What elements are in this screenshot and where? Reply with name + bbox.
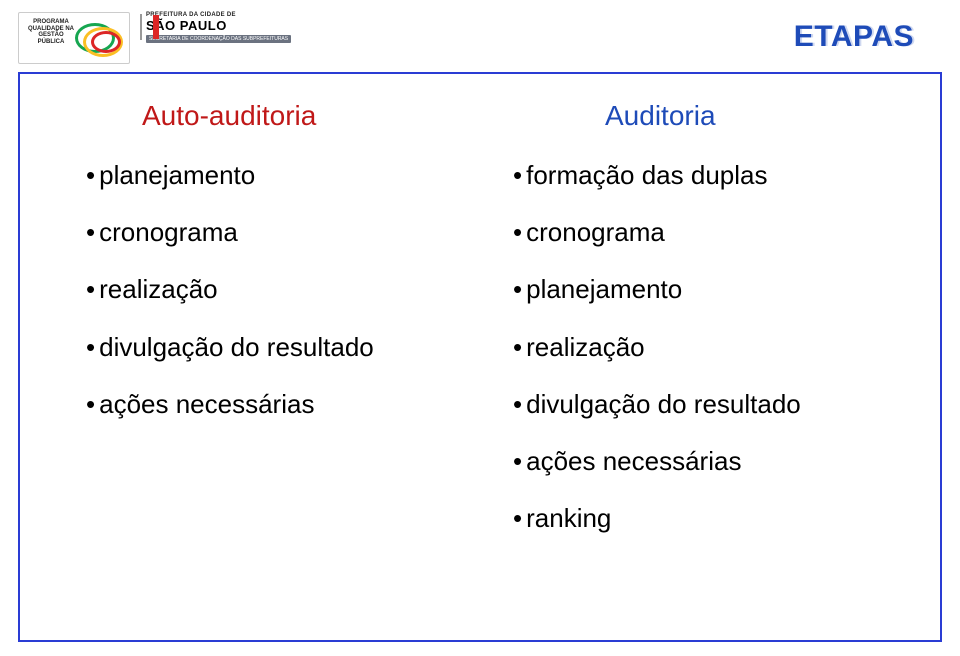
qualidade-logo-text: PROGRAMA QUALIDADE NA GESTÃO PÚBLICA <box>23 19 79 45</box>
list-item: realização <box>86 274 483 305</box>
list-item: cronograma <box>513 217 910 248</box>
list-item: planejamento <box>513 274 910 305</box>
list-item: divulgação do resultado <box>513 389 910 420</box>
list-item: realização <box>513 332 910 363</box>
content-frame: Auto-auditoria planejamento cronograma r… <box>18 72 942 642</box>
qual-line2: QUALIDADE NA GESTÃO <box>28 26 74 39</box>
column-auto-auditoria: Auto-auditoria planejamento cronograma r… <box>86 100 503 620</box>
sao-paulo-logo: PREFEITURA DA CIDADE DE SÃO PAULO SECRET… <box>140 12 280 64</box>
list-item: formação das duplas <box>513 160 910 191</box>
sp-big-line: SÃO PAULO <box>146 18 291 33</box>
sp-flag-icon <box>140 14 142 40</box>
list-item: divulgação do resultado <box>86 332 483 363</box>
columns-wrapper: Auto-auditoria planejamento cronograma r… <box>20 74 940 640</box>
column-auditoria: Auditoria formação das duplas cronograma… <box>503 100 910 620</box>
page-title: ETAPAS <box>794 20 914 54</box>
list-item: ações necessárias <box>513 446 910 477</box>
column-header-right: Auditoria <box>605 100 910 132</box>
qual-line1: PROGRAMA <box>33 19 69 25</box>
list-item: ranking <box>513 503 910 534</box>
sp-logo-text: PREFEITURA DA CIDADE DE SÃO PAULO SECRET… <box>146 12 291 43</box>
qual-line3: PÚBLICA <box>38 39 65 45</box>
sp-bar-line: SECRETARIA DE COORDENAÇÃO DAS SUBPREFEIT… <box>146 35 291 43</box>
column-header-left: Auto-auditoria <box>142 100 483 132</box>
list-item: ações necessárias <box>86 389 483 420</box>
qualidade-logo: PROGRAMA QUALIDADE NA GESTÃO PÚBLICA <box>18 12 130 64</box>
logo-area: PROGRAMA QUALIDADE NA GESTÃO PÚBLICA PRE… <box>18 8 318 68</box>
ring-icon <box>91 31 121 53</box>
list-item: planejamento <box>86 160 483 191</box>
list-item: cronograma <box>86 217 483 248</box>
